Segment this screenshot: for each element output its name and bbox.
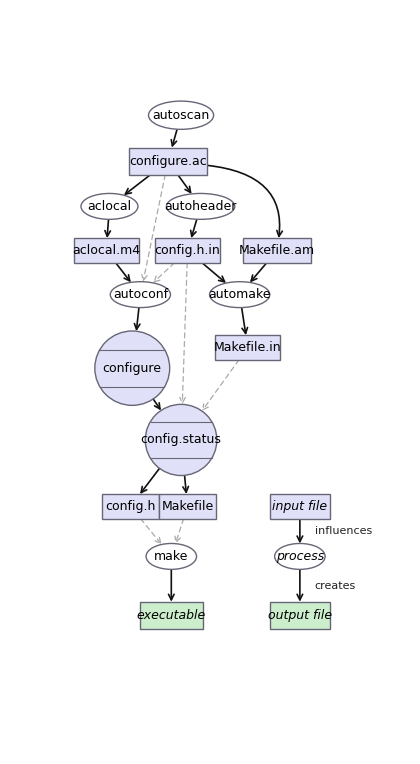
Text: autoscan: autoscan — [152, 108, 210, 121]
Ellipse shape — [149, 101, 214, 129]
FancyBboxPatch shape — [74, 238, 139, 263]
Text: config.status: config.status — [141, 433, 221, 446]
Text: aclocal.m4: aclocal.m4 — [72, 244, 140, 257]
Ellipse shape — [81, 193, 138, 219]
Text: process: process — [276, 550, 324, 563]
Ellipse shape — [146, 543, 197, 569]
Text: config.h.in: config.h.in — [155, 244, 220, 257]
Text: influences: influences — [315, 526, 372, 536]
Text: autoheader: autoheader — [164, 200, 237, 213]
FancyBboxPatch shape — [159, 494, 216, 519]
Text: configure: configure — [103, 361, 162, 374]
Ellipse shape — [95, 331, 170, 406]
FancyBboxPatch shape — [270, 602, 330, 629]
Text: input file: input file — [272, 500, 328, 513]
FancyBboxPatch shape — [243, 238, 311, 263]
FancyBboxPatch shape — [155, 238, 220, 263]
Text: aclocal: aclocal — [87, 200, 131, 213]
Ellipse shape — [166, 193, 235, 219]
Text: output file: output file — [268, 609, 332, 622]
Ellipse shape — [210, 282, 270, 308]
Text: autoconf: autoconf — [113, 288, 168, 301]
FancyBboxPatch shape — [139, 602, 203, 629]
Text: automake: automake — [208, 288, 271, 301]
Text: Makefile: Makefile — [161, 500, 214, 513]
Text: configure.ac: configure.ac — [129, 154, 207, 167]
Ellipse shape — [275, 543, 325, 569]
Text: make: make — [154, 550, 189, 563]
Text: config.h: config.h — [105, 500, 156, 513]
FancyBboxPatch shape — [129, 147, 207, 175]
FancyBboxPatch shape — [270, 494, 330, 519]
FancyBboxPatch shape — [215, 335, 281, 360]
Text: executable: executable — [136, 609, 206, 622]
Text: Makefile.am: Makefile.am — [239, 244, 315, 257]
Text: Makefile.in: Makefile.in — [214, 341, 282, 354]
FancyBboxPatch shape — [102, 494, 159, 519]
Ellipse shape — [145, 404, 217, 475]
FancyArrowPatch shape — [207, 165, 282, 236]
Text: creates: creates — [315, 581, 356, 591]
Ellipse shape — [110, 282, 171, 308]
